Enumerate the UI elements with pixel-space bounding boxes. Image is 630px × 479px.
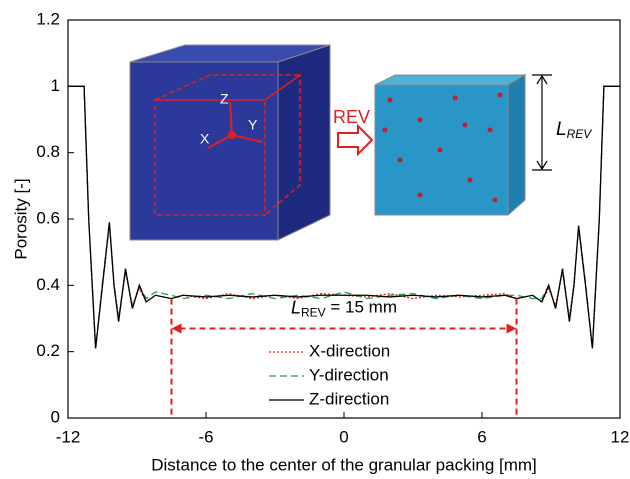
x-tick-label: 12 <box>611 427 630 446</box>
series-line <box>68 85 620 349</box>
rev-size-label: LREV <box>556 119 592 141</box>
annotation-rest: = 15 mm <box>326 298 397 317</box>
y-tick-label: 0.4 <box>36 275 60 294</box>
legend-label: Z-direction <box>309 389 389 408</box>
y-axis-title: Porosity [-] <box>11 178 30 259</box>
rev-label: REV <box>333 107 370 127</box>
rev-size-main: L <box>556 119 567 140</box>
packing-cube: X Y Z <box>129 44 331 241</box>
arrow-head <box>171 323 182 334</box>
annotation-label: LREV = 15 mm <box>291 297 397 319</box>
arrow-head <box>506 323 517 334</box>
x-tick-label: -12 <box>56 427 81 446</box>
x-tick-label: 6 <box>477 427 486 446</box>
y-tick-label: 1 <box>51 76 60 95</box>
legend-label: X-direction <box>309 341 390 360</box>
y-tick-label: 0.8 <box>36 142 60 161</box>
y-tick-label: 1.2 <box>36 9 60 28</box>
inset-axis-label: X <box>200 131 210 147</box>
x-axis-title: Distance to the center of the granular p… <box>151 455 537 474</box>
rev-arrow <box>337 123 374 157</box>
rev-cube <box>374 74 527 217</box>
inset-axis-label: Y <box>248 117 258 133</box>
annotation-main: L <box>291 297 301 317</box>
annotation-sub: REV <box>301 306 326 320</box>
x-tick-label: -6 <box>198 427 213 446</box>
rev-bracket <box>532 74 552 171</box>
y-tick-label: 0 <box>51 407 60 426</box>
x-tick-label: 0 <box>339 427 348 446</box>
legend-label: Y-direction <box>309 365 389 384</box>
inset-axis-label: Z <box>220 91 229 107</box>
y-tick-label: 0.6 <box>36 208 60 227</box>
y-tick-label: 0.2 <box>36 341 60 360</box>
rev-size-sub: REV <box>567 127 593 141</box>
